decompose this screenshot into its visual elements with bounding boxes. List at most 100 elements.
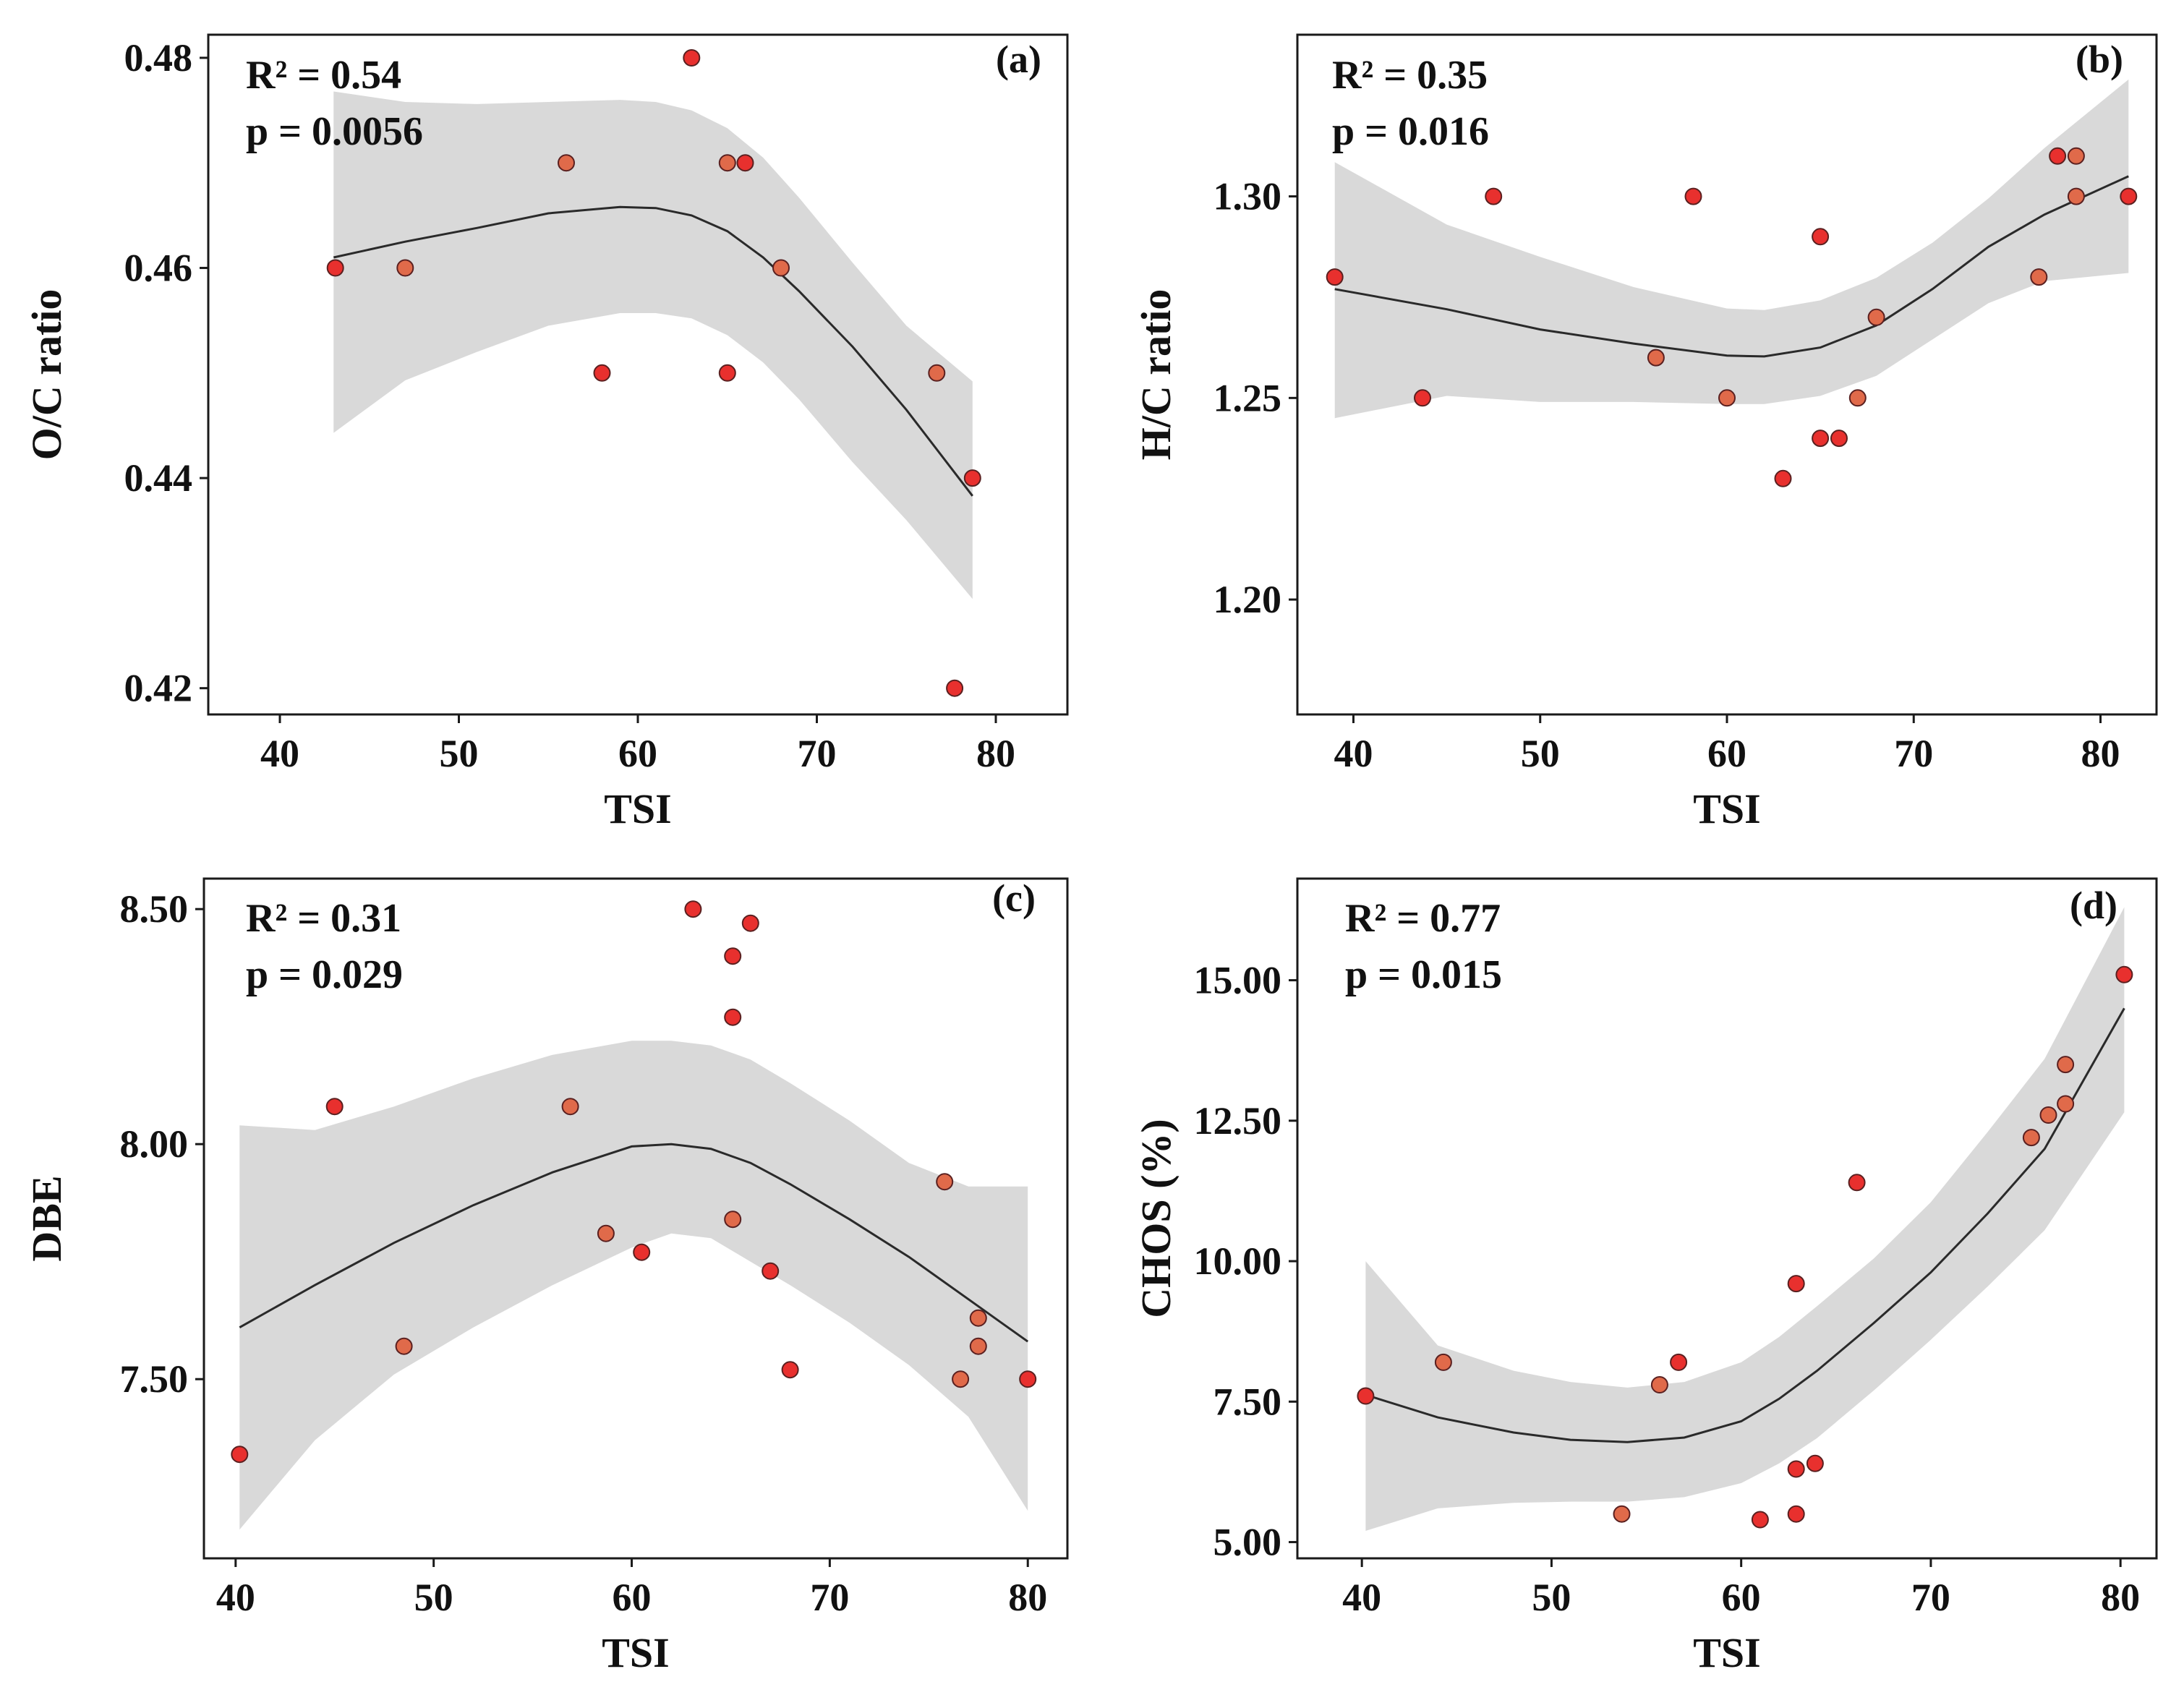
data-point	[1718, 389, 1736, 407]
x-tick-label: 40	[1334, 732, 1373, 775]
x-tick-label: 50	[1532, 1576, 1571, 1619]
chart-panel-2: 40 50 60 70 80 7.50 8.00 8.50 TSI DBE R² = 0.31 p =…	[23, 876, 1069, 1676]
data-point	[231, 1446, 249, 1464]
x-tick-label: 70	[810, 1576, 849, 1619]
data-point	[1647, 349, 1665, 367]
data-point	[683, 49, 701, 67]
data-point	[1613, 1505, 1631, 1523]
y-tick-label: 1.20	[1213, 578, 1282, 621]
data-point	[593, 364, 611, 382]
data-point	[952, 1370, 970, 1388]
y-tick-label: 1.30	[1213, 175, 1282, 218]
chart-panel-1: 40 50 60 70 80 1.20 1.25 1.30 TSI H/C ratio R² = 0…	[1132, 33, 2158, 832]
y-axis-label: O/C ratio	[23, 289, 70, 461]
data-point	[724, 1008, 742, 1026]
data-point	[781, 1361, 799, 1379]
panel-label: (a)	[996, 38, 1041, 81]
y-tick-label: 0.44	[124, 456, 193, 500]
y-axis-label: H/C ratio	[1132, 289, 1180, 461]
data-point	[1812, 228, 1830, 246]
data-point	[1670, 1353, 1688, 1371]
panel-label: (d)	[2070, 884, 2117, 927]
x-tick-label: 60	[618, 732, 657, 775]
data-point	[597, 1224, 615, 1242]
fit-line	[333, 205, 973, 497]
data-point	[1751, 1511, 1769, 1529]
y-tick-label: 8.50	[120, 887, 189, 931]
data-point	[2057, 1056, 2075, 1074]
r-squared-label: R² = 0.31	[246, 896, 401, 941]
x-tick-label: 60	[1722, 1576, 1761, 1619]
data-point	[1774, 469, 1792, 487]
p-value-label: p = 0.016	[1332, 109, 1489, 154]
confidence-band	[333, 91, 973, 599]
x-tick-label: 60	[1707, 732, 1746, 775]
data-point	[762, 1262, 780, 1280]
data-point	[724, 947, 742, 965]
data-point	[2067, 187, 2085, 205]
fit-line	[239, 1143, 1029, 1343]
data-point	[2067, 147, 2085, 165]
x-tick-label: 40	[260, 732, 299, 775]
data-point	[684, 900, 702, 918]
data-point	[969, 1309, 987, 1327]
data-point	[969, 1337, 987, 1355]
confidence-band	[1334, 79, 2129, 419]
x-tick-label: 60	[613, 1576, 652, 1619]
data-point	[741, 914, 759, 932]
data-point	[325, 1098, 344, 1116]
data-point	[1787, 1275, 1805, 1293]
data-point	[1684, 187, 1702, 205]
data-point	[1485, 187, 1503, 205]
data-point	[1434, 1353, 1452, 1371]
x-axis-label: TSI	[1693, 785, 1761, 832]
data-point	[2057, 1095, 2075, 1113]
data-point	[633, 1243, 651, 1261]
x-tick-label: 40	[216, 1576, 255, 1619]
y-tick-label: 15.00	[1194, 959, 1282, 1002]
data-point	[2120, 187, 2138, 205]
x-axis-label: TSI	[602, 1629, 670, 1676]
p-value-label: p = 0.015	[1345, 952, 1502, 997]
data-point	[1650, 1376, 1668, 1393]
y-tick-label: 7.50	[120, 1357, 189, 1401]
p-value-label: p = 0.0056	[246, 109, 423, 154]
x-tick-label: 70	[798, 732, 837, 775]
panel-label: (c)	[992, 876, 1036, 920]
data-point	[1787, 1505, 1805, 1523]
data-point	[1806, 1454, 1824, 1472]
data-point	[1848, 389, 1867, 407]
data-point	[772, 259, 790, 277]
confidence-band	[239, 1041, 1028, 1530]
x-tick-label: 80	[2101, 1576, 2140, 1619]
data-point	[724, 1211, 742, 1229]
data-point	[936, 1173, 954, 1191]
x-tick-label: 50	[414, 1576, 453, 1619]
data-point	[1830, 430, 1848, 448]
x-axis-label: TSI	[604, 785, 672, 832]
data-point	[1812, 430, 1830, 448]
data-point	[2039, 1106, 2057, 1124]
data-point	[558, 154, 575, 172]
data-point	[1414, 389, 1431, 407]
data-point	[1357, 1387, 1375, 1405]
r-squared-label: R² = 0.54	[246, 53, 401, 98]
chart-panel-0: 40 50 60 70 80 0.42 0.44 0.46 0.48 TSI O/C ratio R²…	[23, 33, 1069, 832]
fit-line	[1334, 175, 2129, 358]
x-tick-label: 50	[440, 732, 479, 775]
data-point	[326, 259, 344, 277]
data-point	[395, 1337, 413, 1355]
data-point	[946, 679, 964, 697]
data-point	[718, 364, 736, 382]
r-squared-label: R² = 0.35	[1332, 53, 1488, 98]
data-point	[2022, 1129, 2040, 1147]
panel-label: (b)	[2076, 38, 2123, 81]
data-point	[1326, 268, 1344, 286]
y-tick-label: 1.25	[1213, 376, 1282, 419]
data-point	[736, 154, 754, 172]
x-tick-label: 80	[2081, 732, 2120, 775]
y-tick-label: 7.50	[1213, 1380, 1282, 1423]
data-point	[2030, 268, 2048, 286]
y-tick-label: 5.00	[1213, 1521, 1282, 1564]
